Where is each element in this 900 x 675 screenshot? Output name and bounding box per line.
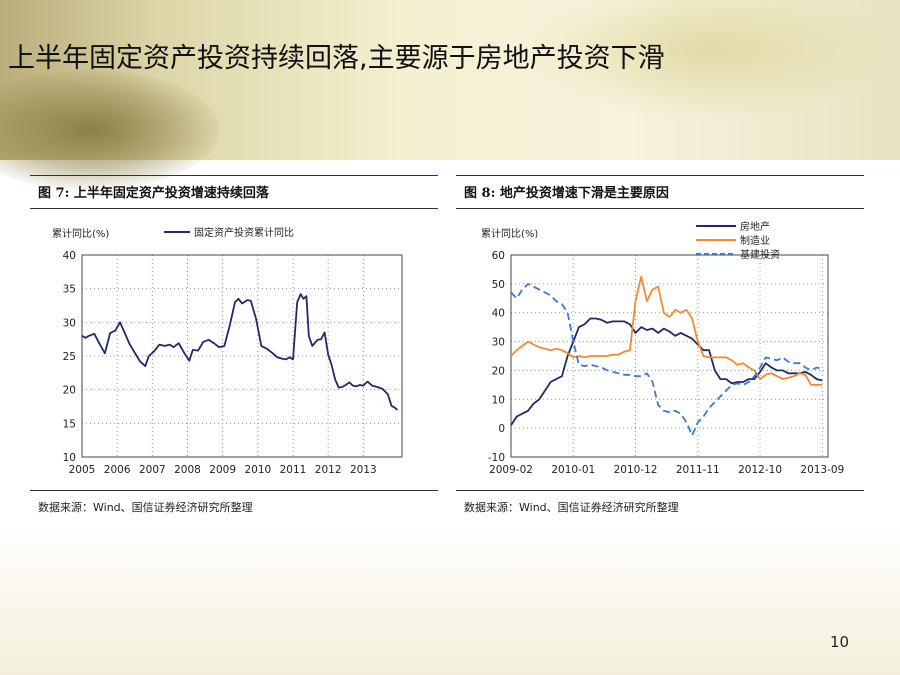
x-tick-label: 2012-10	[738, 464, 782, 476]
background-decoration	[0, 70, 220, 190]
plot-frame	[81, 254, 403, 458]
y-tick-label: 30	[63, 317, 76, 329]
legend-label-1: 房地产	[740, 220, 770, 233]
figure-top-rule	[30, 175, 438, 176]
y-tick-label: 40	[63, 250, 76, 262]
y-tick-label: 50	[492, 279, 505, 291]
chart-sector-investment: 累计同比(%) -10 0 10 20 30 40 50 60 2009-02 2010-01 201…	[481, 220, 844, 476]
x-tick-label: 2011	[280, 464, 307, 476]
series-line-1	[81, 293, 398, 411]
x-tick-label: 2010-01	[551, 464, 595, 476]
figure-8-panel: 图 8: 地产投资增速下滑是主要原因 累计同比(%) -10 0 10 20 30 40 50…	[456, 170, 864, 520]
y-tick-label: 10	[63, 452, 76, 464]
x-tick-label: 2005	[69, 464, 96, 476]
page-number: 10	[830, 633, 850, 651]
figure-bottom-rule	[30, 490, 438, 491]
x-tick-label: 2011-11	[676, 464, 720, 476]
x-tick-label: 2013	[350, 464, 377, 476]
x-tick-label: 2009	[209, 464, 236, 476]
x-tick-label: 2007	[139, 464, 166, 476]
x-tick-label: 2009-02	[489, 464, 533, 476]
figure-8-source: 数据来源：Wind、国信证券经济研究所整理	[464, 501, 679, 514]
figure-8-title: 图 8: 地产投资增速下滑是主要原因	[464, 186, 669, 201]
y-tick-label: 0	[498, 423, 505, 435]
series-line-3	[510, 283, 823, 437]
slide-title: 上半年固定资产投资持续回落,主要源于房地产投资下滑	[8, 43, 665, 74]
legend-label-1: 固定资产投资累计同比	[194, 226, 294, 239]
y-tick-label: 20	[492, 365, 505, 377]
y-tick-label: 20	[63, 385, 76, 397]
slide-background-footer	[0, 525, 900, 675]
y-axis-label: 累计同比(%)	[481, 227, 538, 240]
legend-label-2: 制造业	[740, 234, 770, 247]
y-tick-label: 35	[63, 284, 76, 296]
figure-7-source: 数据来源：Wind、国信证券经济研究所整理	[38, 501, 253, 514]
figure-top-rule	[456, 175, 864, 176]
y-tick-label: 60	[492, 250, 505, 262]
chart-fixed-asset-investment: 累计同比(%) 10 15 20 25 30 35 40 2005 2006 2007 2008 200…	[52, 226, 403, 476]
figure-7-title: 图 7: 上半年固定资产投资增速持续回落	[38, 186, 269, 201]
y-axis-label: 累计同比(%)	[52, 227, 109, 240]
series-line-1	[510, 317, 823, 426]
y-tick-label: 40	[492, 308, 505, 320]
legend-label-3: 基建投资	[740, 248, 780, 261]
y-tick-label: 10	[492, 394, 505, 406]
figure-bottom-rule	[456, 490, 864, 491]
y-tick-label: 25	[63, 351, 76, 363]
x-tick-label: 2008	[174, 464, 201, 476]
figure-title-rule	[30, 208, 438, 209]
x-tick-label: 2012	[315, 464, 342, 476]
series-line-2	[510, 275, 823, 386]
y-tick-label: 15	[63, 418, 76, 430]
figure-7-panel: 图 7: 上半年固定资产投资增速持续回落 累计同比(%) 10 15 20 25 30 35…	[30, 170, 438, 520]
x-tick-label: 2013-09	[800, 464, 844, 476]
y-tick-label: -10	[488, 452, 505, 464]
plot-frame	[510, 254, 829, 458]
figure-title-rule	[456, 208, 864, 209]
x-tick-label: 2010	[244, 464, 271, 476]
x-tick-label: 2010-12	[614, 464, 658, 476]
x-tick-label: 2006	[104, 464, 131, 476]
background-decoration	[520, 0, 900, 120]
y-tick-label: 30	[492, 337, 505, 349]
